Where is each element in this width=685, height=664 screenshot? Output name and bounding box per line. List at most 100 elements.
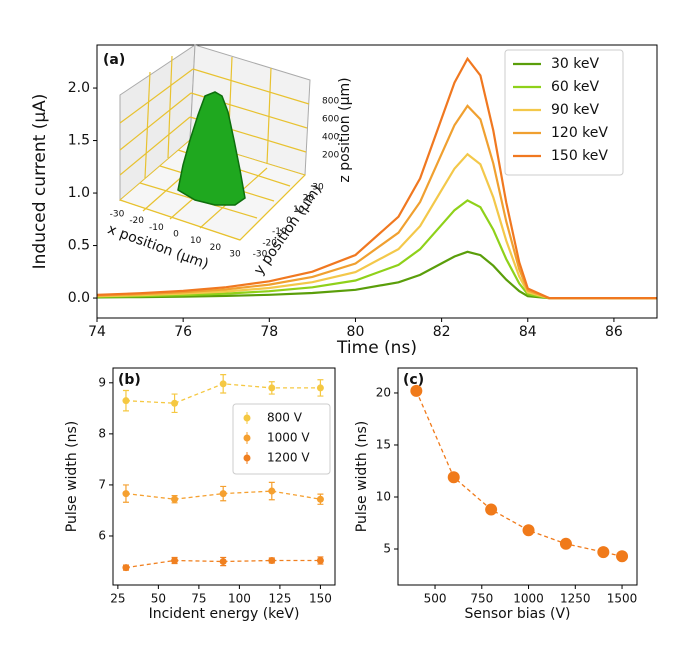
data-point bbox=[219, 380, 227, 388]
inset-y-tick: -30 bbox=[253, 250, 268, 260]
x-tick-label: 80 bbox=[347, 324, 365, 340]
data-point bbox=[122, 397, 130, 405]
y-tick-label: 1.0 bbox=[68, 185, 90, 201]
inset-z-tick: 600 bbox=[322, 115, 339, 125]
y-tick-label: 0.5 bbox=[68, 238, 90, 254]
x-tick-label: 76 bbox=[174, 324, 192, 340]
y-tick-label: 9 bbox=[98, 375, 106, 389]
legend-swatch bbox=[243, 454, 251, 462]
x-tick-label: 150 bbox=[309, 592, 332, 606]
y-axis-label: Induced current (μA) bbox=[30, 94, 50, 270]
inset-y-tick: 0 bbox=[286, 216, 292, 226]
inset-x-tick: 20 bbox=[210, 243, 222, 253]
legend-label: 1000 V bbox=[267, 431, 310, 445]
x-tick-label: 1250 bbox=[560, 592, 591, 606]
legend-swatch bbox=[243, 434, 251, 442]
data-point bbox=[171, 556, 179, 564]
panel-label: (b) bbox=[118, 372, 141, 388]
x-tick-label: 500 bbox=[424, 592, 447, 606]
data-point bbox=[316, 556, 324, 564]
x-tick-label: 750 bbox=[470, 592, 493, 606]
y-tick-label: 2.0 bbox=[68, 80, 90, 96]
y-tick-label: 8 bbox=[98, 426, 106, 440]
data-point bbox=[219, 558, 227, 566]
legend-label: 1200 V bbox=[267, 451, 310, 465]
legend-swatch bbox=[243, 414, 251, 422]
data-point bbox=[447, 471, 460, 484]
x-axis-label: Incident energy (keV) bbox=[149, 606, 300, 622]
inset-y-tick: 30 bbox=[312, 183, 324, 193]
inset-z-tick: 200 bbox=[322, 151, 339, 161]
legend-label: 60 keV bbox=[551, 79, 599, 95]
legend-box bbox=[504, 49, 624, 176]
legend-box bbox=[232, 403, 331, 475]
panel-label: (a) bbox=[103, 52, 125, 68]
inset-y-tick: 20 bbox=[303, 194, 315, 204]
y-tick-label: 10 bbox=[376, 489, 391, 503]
inset-y-tick: -10 bbox=[272, 227, 287, 237]
series-line bbox=[96, 56, 657, 300]
data-point bbox=[219, 490, 227, 498]
inset-y-tick: 10 bbox=[293, 205, 305, 215]
data-point bbox=[485, 503, 498, 516]
legend-label: 30 keV bbox=[551, 56, 599, 72]
x-tick-label: 125 bbox=[268, 592, 291, 606]
x-tick-label: 25 bbox=[110, 592, 125, 606]
legend-label: 120 keV bbox=[551, 125, 608, 141]
panel-label: (c) bbox=[403, 372, 424, 388]
inset-y-tick: -20 bbox=[262, 238, 277, 248]
data-point bbox=[316, 384, 324, 392]
data-point bbox=[559, 537, 572, 550]
axes-frame bbox=[112, 367, 336, 586]
inset-x-tick: -20 bbox=[129, 216, 144, 226]
legend-label: 150 keV bbox=[551, 148, 608, 164]
inset-x-tick: -30 bbox=[110, 210, 125, 220]
y-axis-label: Pulse width (ns) bbox=[64, 421, 80, 532]
inset-x-tick: -10 bbox=[149, 223, 164, 233]
data-point bbox=[122, 490, 130, 498]
y-tick-label: 6 bbox=[98, 528, 106, 542]
x-tick-label: 86 bbox=[605, 324, 623, 340]
y-axis-label: Pulse width (ns) bbox=[354, 421, 370, 532]
data-point bbox=[268, 384, 276, 392]
data-point bbox=[410, 384, 423, 397]
data-point bbox=[597, 546, 610, 559]
x-tick-label: 50 bbox=[151, 592, 166, 606]
inset-x-tick: 30 bbox=[229, 250, 241, 260]
data-point bbox=[522, 524, 535, 537]
inset-x-tick: 10 bbox=[190, 236, 202, 246]
y-tick-label: 7 bbox=[98, 477, 106, 491]
inset-z-tick: 400 bbox=[322, 133, 339, 143]
x-tick-label: 75 bbox=[191, 592, 206, 606]
y-tick-label: 20 bbox=[376, 385, 391, 399]
data-point bbox=[316, 495, 324, 503]
data-point bbox=[616, 550, 629, 563]
x-tick-label: 78 bbox=[260, 324, 278, 340]
data-point bbox=[268, 487, 276, 495]
inset-x-tick: 0 bbox=[173, 230, 179, 240]
x-tick-label: 74 bbox=[88, 324, 106, 340]
x-tick-label: 1500 bbox=[607, 592, 638, 606]
axes-frame bbox=[96, 44, 658, 319]
x-tick-label: 84 bbox=[519, 324, 537, 340]
y-tick-label: 0.0 bbox=[68, 290, 90, 306]
y-tick-label: 5 bbox=[383, 542, 391, 556]
inset-3d: x position (μm) y position (μm) z positi… bbox=[105, 44, 353, 278]
inset-z-tick: 800 bbox=[322, 97, 339, 107]
data-point bbox=[171, 399, 179, 407]
axes-frame bbox=[397, 367, 638, 586]
legend-label: 800 V bbox=[267, 411, 303, 425]
y-tick-label: 15 bbox=[376, 437, 391, 451]
x-tick-label: 1000 bbox=[513, 592, 544, 606]
series-line bbox=[125, 559, 321, 569]
data-point bbox=[171, 495, 179, 503]
x-axis-label: Sensor bias (V) bbox=[464, 606, 570, 622]
x-tick-label: 100 bbox=[228, 592, 251, 606]
inset-z-label: z position (μm) bbox=[337, 77, 353, 182]
data-point bbox=[122, 564, 130, 572]
legend-label: 90 keV bbox=[551, 102, 599, 118]
series-line bbox=[125, 490, 321, 500]
inset-cone bbox=[177, 91, 246, 206]
x-tick-label: 82 bbox=[433, 324, 451, 340]
